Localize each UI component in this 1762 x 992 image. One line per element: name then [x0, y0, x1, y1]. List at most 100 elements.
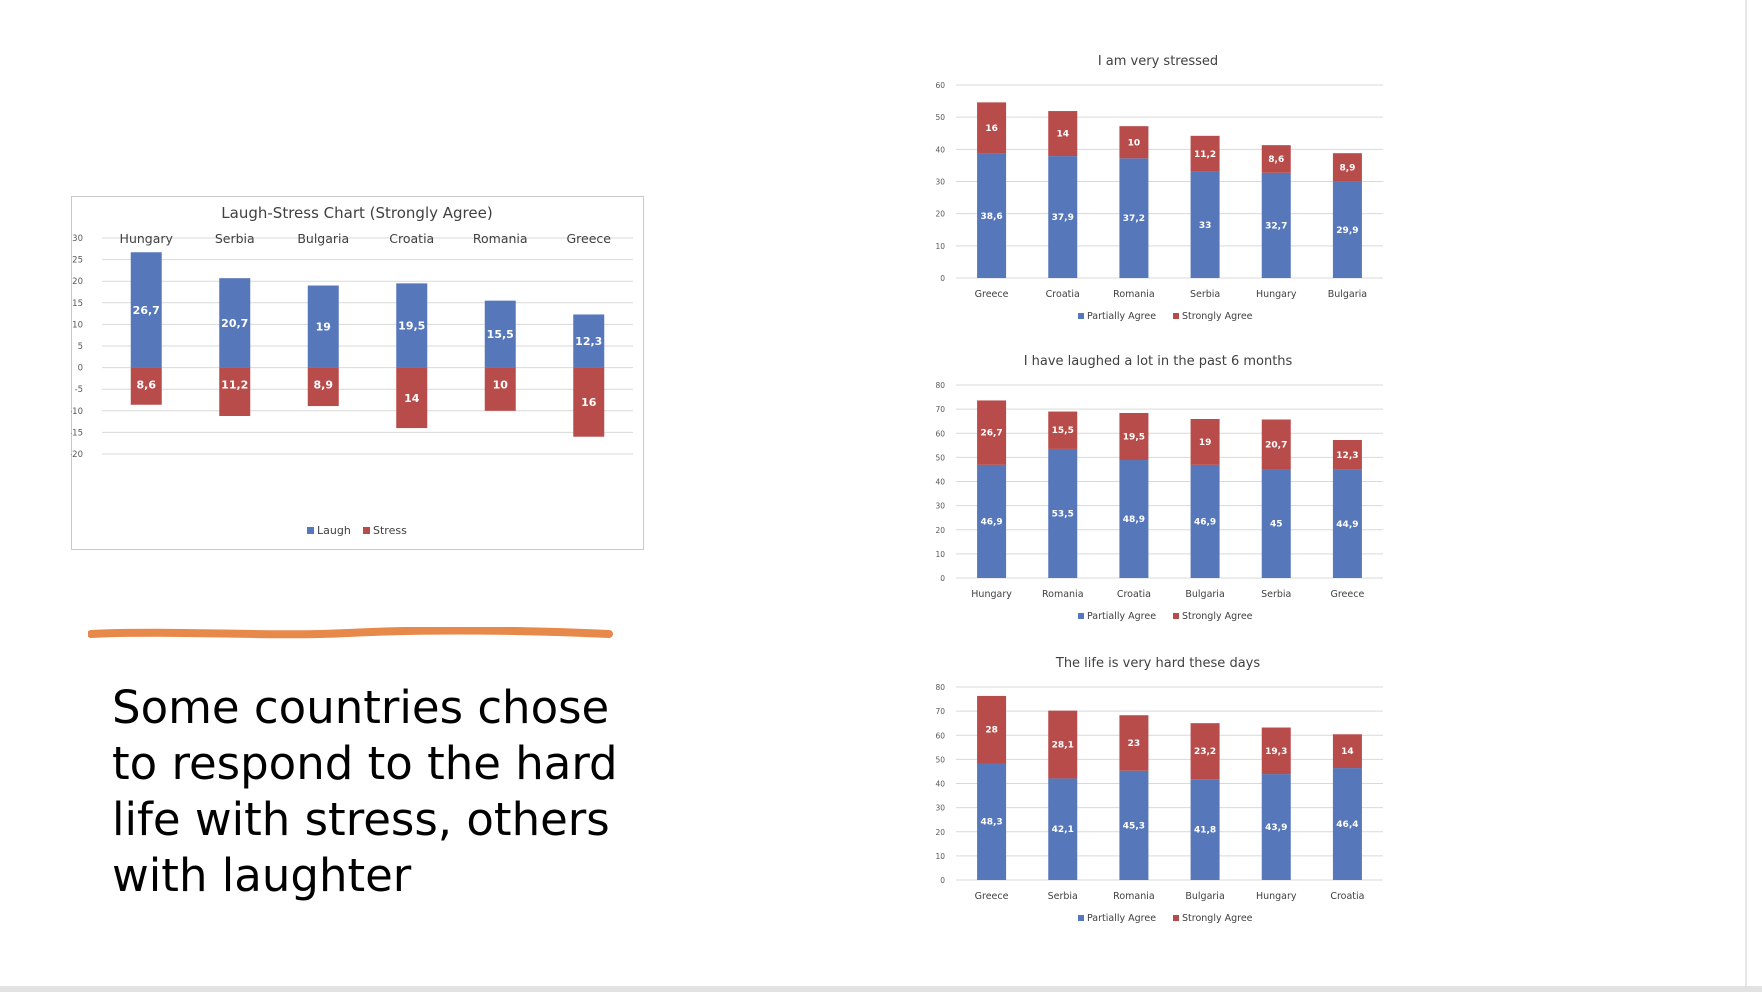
y-tick-label: -10: [71, 407, 83, 417]
legend-label: Strongly Agree: [1182, 311, 1253, 322]
category-label: Greece: [975, 891, 1009, 902]
y-tick-label: 0: [78, 364, 83, 374]
data-label: 19: [316, 321, 331, 334]
category-label: Greece: [567, 231, 612, 246]
data-label: 11,2: [1194, 150, 1216, 160]
data-label: 46,9: [1194, 517, 1216, 527]
category-label: Serbia: [1190, 289, 1220, 300]
legend-label: Strongly Agree: [1182, 913, 1253, 924]
y-tick-label: 10: [935, 550, 945, 559]
y-tick-label: 50: [935, 453, 945, 462]
data-label: 48,3: [980, 818, 1002, 828]
data-label: 12,3: [1336, 451, 1358, 461]
legend-swatch: [1173, 313, 1179, 319]
data-label: 26,7: [133, 304, 160, 317]
legend-swatch: [1078, 313, 1084, 319]
data-label: 45: [1270, 520, 1283, 530]
y-tick-label: 30: [935, 804, 945, 813]
category-label: Croatia: [1046, 289, 1080, 300]
y-tick-label: 20: [72, 277, 83, 287]
category-label: Croatia: [1117, 589, 1151, 600]
bar-partially-agree: [1119, 460, 1149, 578]
legend-label: Laugh: [317, 524, 351, 537]
bar-strongly-agree: [1261, 419, 1291, 470]
y-tick-label: 60: [935, 81, 945, 90]
y-tick-label: 20: [935, 526, 945, 535]
data-label: 29,9: [1336, 226, 1358, 236]
data-label: 15,5: [1052, 426, 1074, 436]
legend-swatch: [363, 527, 370, 534]
y-tick-label: 30: [935, 178, 945, 187]
data-label: 10: [1128, 138, 1141, 148]
data-label: 45,3: [1123, 821, 1145, 831]
data-label: 19: [1199, 438, 1212, 448]
orange-divider-stroke: [88, 627, 613, 639]
y-tick-label: 50: [935, 755, 945, 764]
bar-strongly-agree: [1119, 715, 1149, 771]
data-label: 19,5: [1123, 433, 1145, 443]
bar-strongly-agree: [1119, 126, 1149, 159]
category-label: Greece: [1331, 589, 1365, 600]
data-label: 28: [985, 726, 998, 736]
bar-partially-agree: [1048, 448, 1078, 578]
data-label: 23,2: [1194, 747, 1216, 757]
y-tick-label: 10: [72, 320, 83, 330]
data-label: 8,6: [137, 379, 157, 392]
chart-title: Laugh-Stress Chart (Strongly Agree): [221, 204, 492, 222]
y-tick-label: 60: [935, 429, 945, 438]
y-tick-label: 10: [935, 242, 945, 251]
y-tick-label: 50: [935, 113, 945, 122]
bar-partially-agree: [1190, 779, 1220, 880]
legend-swatch: [1078, 915, 1084, 921]
legend-swatch: [307, 527, 314, 534]
category-label: Serbia: [1048, 891, 1078, 902]
data-label: 8,9: [1339, 164, 1355, 174]
y-tick-label: 80: [935, 381, 945, 390]
data-label: 37,9: [1052, 213, 1074, 223]
y-tick-label: 80: [935, 683, 945, 692]
hard-life-chart: The life is very hard these days 80 70 60 50…: [935, 656, 1383, 924]
data-label: 53,5: [1052, 509, 1074, 519]
y-tick-label: 40: [935, 780, 945, 789]
category-label: Croatia: [1330, 891, 1364, 902]
data-label: 11,2: [221, 379, 248, 392]
bar-strongly-agree: [1261, 727, 1291, 775]
data-label: 26,7: [980, 429, 1002, 439]
legend-swatch: [1173, 915, 1179, 921]
category-label: Romania: [1042, 589, 1084, 600]
data-label: 16: [985, 124, 998, 134]
bar: [484, 300, 516, 368]
y-tick-label: -20: [71, 450, 83, 460]
bar-strongly-agree: [1332, 153, 1362, 182]
bar-strongly-agree: [977, 102, 1007, 154]
data-label: 37,2: [1123, 214, 1145, 224]
bar-partially-agree: [1048, 156, 1078, 278]
data-label: 43,9: [1265, 823, 1287, 833]
bar: [573, 367, 605, 437]
y-tick-label: 0: [940, 274, 945, 283]
data-label: 46,4: [1336, 820, 1358, 830]
data-label: 33: [1199, 221, 1212, 231]
data-label: 14: [1341, 747, 1354, 757]
slide-bottom-edge: [0, 986, 1762, 992]
chart-title: I have laughed a lot in the past 6 month…: [1024, 354, 1293, 369]
bar-partially-agree: [1261, 172, 1291, 278]
bar-partially-agree: [1119, 158, 1149, 278]
y-tick-label: 0: [940, 876, 945, 885]
category-label: Croatia: [389, 231, 434, 246]
bar: [307, 367, 339, 407]
category-label: Hungary: [1256, 289, 1297, 300]
category-label: Bulgaria: [1328, 289, 1367, 300]
category-label: Romania: [1113, 891, 1155, 902]
laugh-stress-chart: Laugh-Stress Chart (Strongly Agree) 30 25 2…: [71, 204, 633, 537]
y-tick-label: -15: [71, 428, 83, 438]
data-label: 19,5: [398, 319, 425, 332]
category-label: Serbia: [1261, 589, 1291, 600]
y-tick-label: 30: [935, 502, 945, 511]
bar-strongly-agree: [1190, 135, 1220, 172]
y-tick-label: 70: [935, 707, 945, 716]
category-label: Bulgaria: [1185, 589, 1224, 600]
data-label: 20,7: [1265, 440, 1287, 450]
bar: [573, 314, 605, 368]
chart-title: I am very stressed: [1098, 54, 1218, 69]
